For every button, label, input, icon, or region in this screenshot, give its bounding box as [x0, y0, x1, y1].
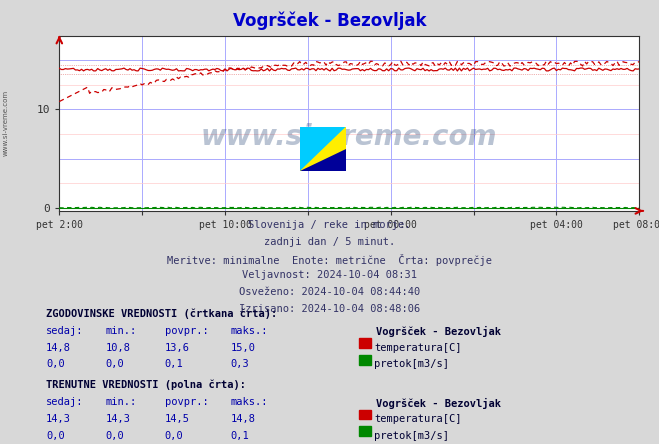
Text: Vogršček - Bezovljak: Vogršček - Bezovljak: [233, 11, 426, 30]
Text: www.si-vreme.com: www.si-vreme.com: [2, 90, 9, 156]
Polygon shape: [300, 127, 346, 171]
Text: Osveženo: 2024-10-04 08:44:40: Osveženo: 2024-10-04 08:44:40: [239, 287, 420, 297]
Text: 14,3: 14,3: [105, 414, 130, 424]
Text: 0,0: 0,0: [105, 431, 124, 441]
Text: temperatura[C]: temperatura[C]: [374, 414, 462, 424]
Text: Slovenija / reke in morje.: Slovenija / reke in morje.: [248, 220, 411, 230]
Polygon shape: [300, 127, 346, 171]
Text: 13,6: 13,6: [165, 343, 190, 353]
Text: pretok[m3/s]: pretok[m3/s]: [374, 359, 449, 369]
Text: Vogršček - Bezovljak: Vogršček - Bezovljak: [376, 397, 501, 408]
Text: Izrisano: 2024-10-04 08:48:06: Izrisano: 2024-10-04 08:48:06: [239, 304, 420, 314]
Text: ZGODOVINSKE VREDNOSTI (črtkana črta):: ZGODOVINSKE VREDNOSTI (črtkana črta):: [46, 309, 277, 319]
Text: Vogršček - Bezovljak: Vogršček - Bezovljak: [376, 326, 501, 337]
Text: 15,0: 15,0: [231, 343, 256, 353]
Text: www.si-vreme.com: www.si-vreme.com: [201, 123, 498, 151]
Text: 0,0: 0,0: [46, 431, 65, 441]
Text: 10,8: 10,8: [105, 343, 130, 353]
Text: min.:: min.:: [105, 326, 136, 336]
Text: povpr.:: povpr.:: [165, 397, 208, 408]
Text: sedaj:: sedaj:: [46, 326, 84, 336]
Text: 14,8: 14,8: [231, 414, 256, 424]
Text: povpr.:: povpr.:: [165, 326, 208, 336]
Polygon shape: [300, 149, 346, 171]
Text: sedaj:: sedaj:: [46, 397, 84, 408]
Text: pretok[m3/s]: pretok[m3/s]: [374, 431, 449, 441]
Text: temperatura[C]: temperatura[C]: [374, 343, 462, 353]
Text: zadnji dan / 5 minut.: zadnji dan / 5 minut.: [264, 237, 395, 247]
Text: Veljavnost: 2024-10-04 08:31: Veljavnost: 2024-10-04 08:31: [242, 270, 417, 281]
Text: 14,5: 14,5: [165, 414, 190, 424]
Text: 14,3: 14,3: [46, 414, 71, 424]
Text: maks.:: maks.:: [231, 326, 268, 336]
Text: min.:: min.:: [105, 397, 136, 408]
Text: maks.:: maks.:: [231, 397, 268, 408]
Text: TRENUTNE VREDNOSTI (polna črta):: TRENUTNE VREDNOSTI (polna črta):: [46, 380, 246, 390]
Text: 0,3: 0,3: [231, 359, 249, 369]
Text: 0,0: 0,0: [165, 431, 183, 441]
Text: 0,0: 0,0: [105, 359, 124, 369]
Text: Meritve: minimalne  Enote: metrične  Črta: povprečje: Meritve: minimalne Enote: metrične Črta:…: [167, 254, 492, 266]
Text: 0,1: 0,1: [165, 359, 183, 369]
Text: 14,8: 14,8: [46, 343, 71, 353]
Text: 0,1: 0,1: [231, 431, 249, 441]
Text: 0,0: 0,0: [46, 359, 65, 369]
